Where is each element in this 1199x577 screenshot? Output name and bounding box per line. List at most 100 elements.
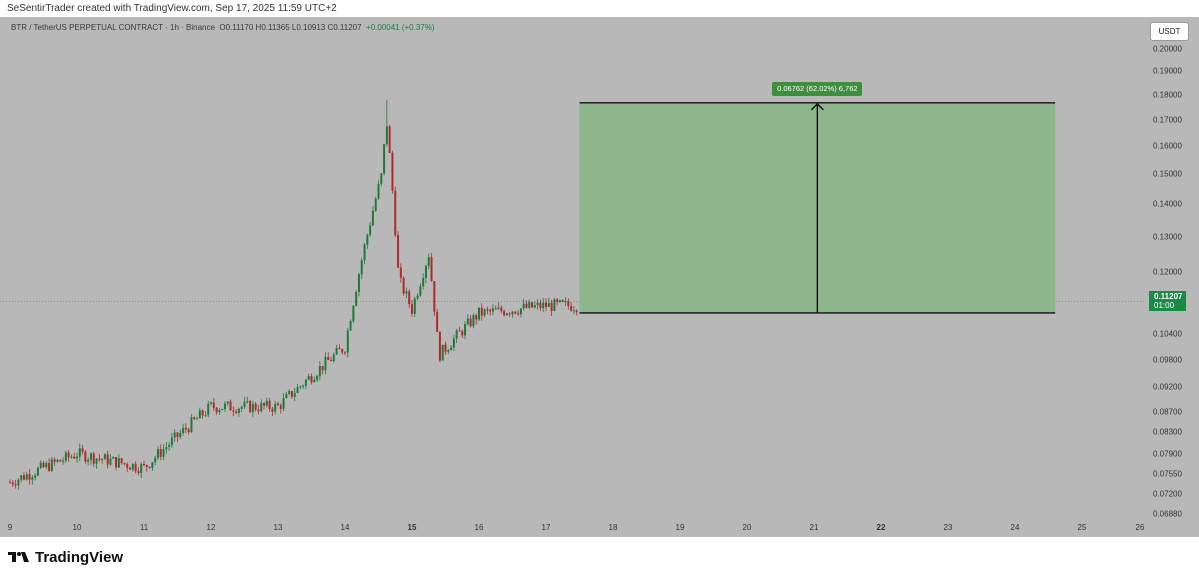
candle-body [212, 402, 215, 408]
candle-body [254, 403, 257, 410]
candle-body [279, 405, 282, 409]
candle-body [383, 144, 386, 174]
candle-body [408, 291, 411, 305]
candle-body [346, 330, 349, 353]
candle-body [268, 400, 271, 409]
time-tick: 26 [1135, 523, 1145, 532]
candle-body [438, 331, 441, 361]
price-axis[interactable] [1146, 17, 1199, 537]
candle-body [483, 309, 486, 316]
candle-body [151, 462, 154, 468]
candle-body [70, 456, 73, 458]
candle-body [436, 312, 439, 332]
candle-body [419, 286, 422, 296]
candle-body [134, 463, 137, 472]
time-tick: 10 [72, 523, 82, 532]
candle-body [316, 376, 319, 380]
candle-body [433, 281, 436, 313]
candle-body [229, 401, 232, 411]
candle-body [184, 427, 187, 430]
symbol-info: BTR / TetherUS PERPETUAL CONTRACT · 1h ·… [11, 23, 435, 32]
chart-caption: SeSentirTrader created with TradingView.… [7, 3, 337, 14]
price-range-label[interactable]: 0.06762 (62.02%) 6,762 [772, 81, 863, 96]
candle-body [223, 403, 226, 409]
candle-body [67, 452, 70, 458]
candle-body [536, 302, 539, 306]
candle-body [399, 267, 402, 278]
candle-body [452, 338, 455, 348]
candle-body [405, 291, 408, 294]
candle-body [45, 463, 48, 468]
candle-body [519, 308, 522, 315]
chart-area[interactable]: BTR / TetherUS PERPETUAL CONTRACT · 1h ·… [0, 17, 1199, 537]
candle-body [450, 347, 453, 351]
candle-body [430, 257, 433, 282]
candle-body [441, 344, 444, 361]
price-tick: 0.12000 [1153, 267, 1182, 277]
time-tick: 14 [340, 523, 350, 532]
candle-body [170, 437, 173, 445]
candle-body [176, 432, 179, 437]
candle-body [143, 464, 145, 466]
candle-body [89, 453, 92, 460]
price-tick: 0.07550 [1153, 469, 1182, 478]
candle-body [210, 402, 212, 404]
time-tick: 13 [273, 523, 283, 532]
candle-body [508, 313, 511, 315]
candle-body [416, 295, 419, 299]
candle-body [310, 376, 313, 383]
candle-body [371, 210, 374, 226]
candle-body [550, 302, 553, 311]
tradingview-brand: TradingView [8, 547, 123, 567]
time-tick: 17 [541, 523, 551, 532]
candle-body [263, 402, 266, 406]
candle-body [374, 198, 377, 211]
candle-body [22, 475, 25, 480]
candle-body [215, 407, 218, 413]
candle-body [11, 482, 14, 485]
candle-body [87, 459, 90, 462]
candle-body [59, 459, 62, 462]
candle-body [517, 313, 520, 315]
candle-body [360, 260, 363, 275]
candle-body [324, 356, 327, 371]
candle-body [190, 417, 193, 433]
candle-body [402, 277, 405, 294]
candle-body [475, 315, 478, 320]
time-tick: 11 [139, 523, 149, 532]
candle-body [411, 304, 413, 314]
candle-body [48, 463, 51, 471]
candle-body [427, 257, 430, 266]
candle-body [168, 444, 171, 448]
candle-body [486, 309, 489, 311]
candle-body [478, 307, 480, 320]
candle-body [232, 410, 235, 412]
candle-body [9, 482, 11, 484]
candle-body [455, 330, 458, 339]
candle-body [464, 324, 467, 336]
currency-button[interactable]: USDT [1150, 22, 1189, 41]
candle-body [17, 479, 20, 486]
candle-body [332, 354, 335, 362]
candle-body [318, 366, 321, 377]
candle-body [461, 331, 464, 336]
candle-body [73, 456, 76, 459]
price-tick: 0.15000 [1153, 169, 1182, 179]
time-tick: 15 [407, 523, 417, 532]
candle-body [469, 318, 472, 327]
candle-body [567, 301, 570, 306]
price-tick: 0.07900 [1153, 449, 1182, 459]
candle-body [109, 458, 112, 465]
candle-body [458, 330, 461, 332]
candlestick-plot[interactable] [0, 17, 1146, 537]
candle-body [131, 463, 134, 470]
price-tick: 0.18000 [1153, 90, 1182, 100]
candle-body [444, 344, 447, 352]
candle-body [265, 400, 268, 406]
price-tick: 0.20000 [1153, 44, 1182, 54]
candle-body [494, 308, 497, 310]
candle-body [575, 310, 578, 313]
brand-name: TradingView [35, 548, 124, 566]
candle-body [173, 432, 176, 438]
candle-body [299, 386, 302, 388]
